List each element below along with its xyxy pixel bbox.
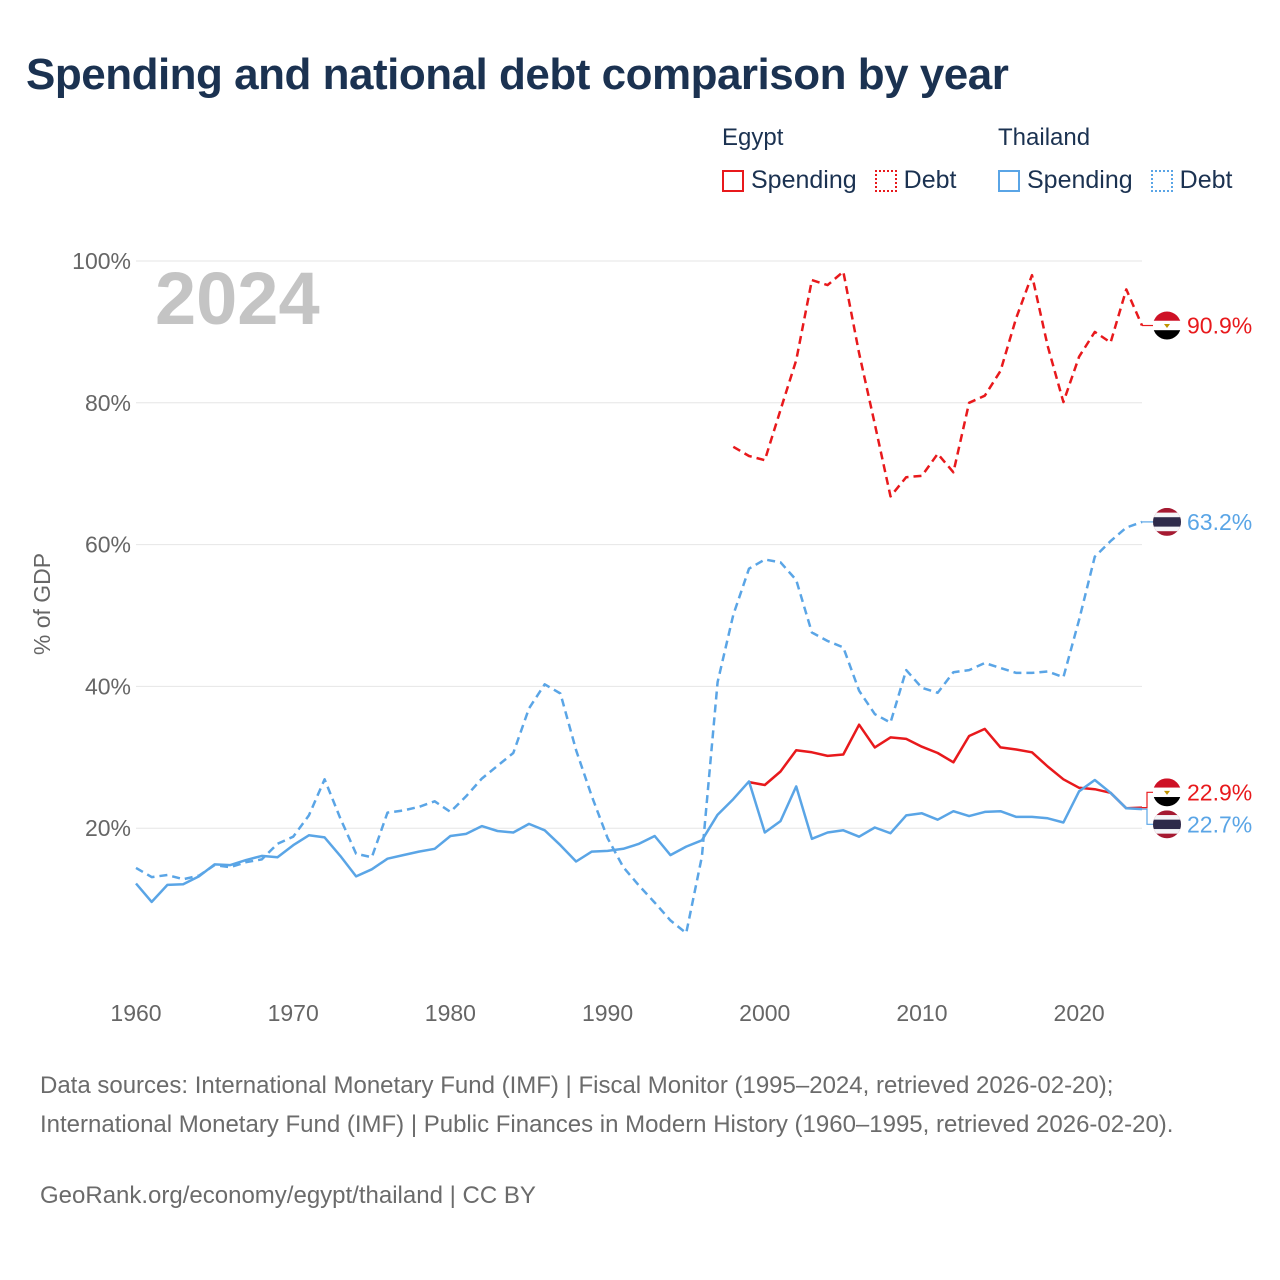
x-tick-label: 2010 [896,1000,947,1026]
y-tick-label: 100% [72,248,131,274]
solid-swatch-icon [722,169,744,192]
end-connector [1142,791,1153,809]
thailand-flag-icon [1153,507,1181,536]
end-value-label: 63.2% [1187,509,1252,535]
y-tick-label: 80% [85,390,131,416]
legend-item-egypt-spending[interactable]: Spending [722,166,857,195]
legend-label: Spending [1027,166,1133,194]
end-value-label: 90.9% [1187,313,1252,339]
y-axis-label: % of GDP [29,553,55,655]
y-tick-label: 20% [85,815,131,841]
x-tick-label: 1990 [582,1000,633,1026]
x-tick-label: 2020 [1054,1000,1105,1026]
x-tick-label: 1960 [110,1000,161,1026]
x-tick-label: 1980 [425,1000,476,1026]
legend-label: Debt [1179,166,1233,194]
legend-item-thailand-debt[interactable]: Debt [1150,166,1233,195]
x-tick-label: 2000 [739,1000,790,1026]
y-tick-label: 60% [85,532,131,558]
axes: 20% 40% 60% 80% 100% 1960 1970 1980 1990 2000 2010… [72,248,1105,1026]
dotted-swatch-icon [874,169,897,192]
legend-group-egypt: Egypt Spending Debt [722,124,974,195]
end-value-label: 22.7% [1187,811,1252,837]
series-line-egypt-spending[interactable] [748,723,1143,810]
legend-label: Debt [903,166,957,194]
series [135,270,1144,935]
series-line-egypt-debt[interactable] [732,270,1144,498]
egypt-flag-icon [1153,778,1181,807]
chart-area: 20% 40% 60% 80% 100% 1960 1970 1980 1990 2000 2010… [29,248,1252,1026]
legend-country-egypt: Egypt [722,124,784,151]
egypt-flag-icon [1153,311,1181,340]
legend-item-thailand-spending[interactable]: Spending [998,166,1133,195]
legend-label: Spending [751,166,857,194]
chart-title: Spending and national debt comparison by… [26,50,1009,99]
end-value-label: 22.9% [1187,779,1252,805]
series-line-thailand-spending[interactable] [135,778,1143,904]
dotted-swatch-icon [1150,169,1173,192]
end-labels: 90.9% 63.2% 22.9% 22.7% [1142,311,1252,839]
source-note: Data sources: International Monetary Fun… [40,1072,1174,1138]
year-watermark: 2024 [155,257,320,340]
x-tick-label: 1970 [268,1000,319,1026]
thailand-flag-icon [1153,810,1181,839]
series-line-thailand-debt[interactable] [135,520,1143,935]
legend-group-thailand: Thailand Spending Debt [998,124,1250,195]
grid [136,260,1142,829]
y-tick-label: 40% [85,673,131,699]
credit-link[interactable]: GeoRank.org/economy/egypt/thailand | CC … [40,1182,536,1209]
legend-item-egypt-debt[interactable]: Debt [874,166,957,195]
legend-country-thailand: Thailand [998,124,1091,151]
solid-swatch-icon [998,169,1020,192]
end-connector [1142,808,1153,825]
